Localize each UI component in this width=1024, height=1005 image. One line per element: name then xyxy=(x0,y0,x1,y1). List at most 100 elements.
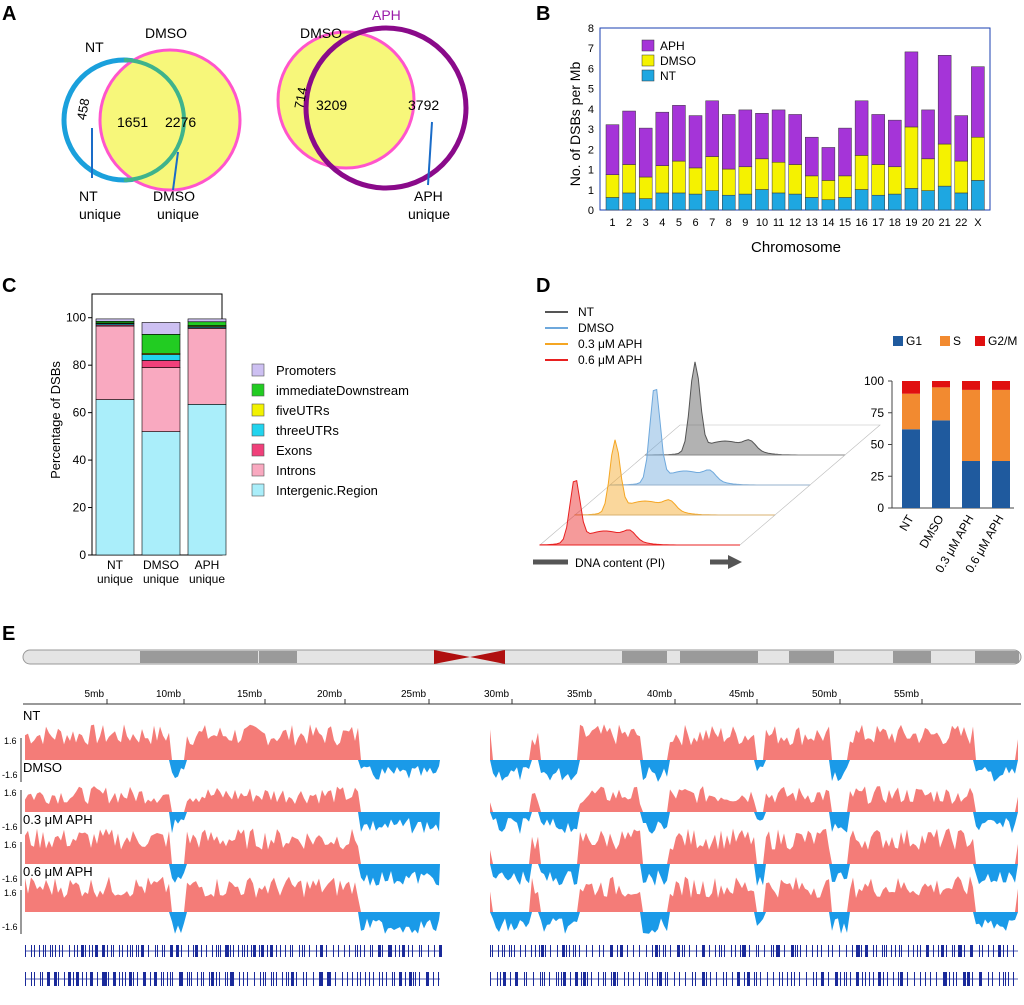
chart-e-gene-feature xyxy=(747,972,750,986)
chart-e-gene-feature xyxy=(800,945,801,957)
chart-e-gene-feature xyxy=(434,945,435,957)
chart-e-gene-feature xyxy=(771,945,772,957)
chart-d-bar-legend-label: G1 xyxy=(906,334,922,348)
chart-e-gene-feature xyxy=(954,945,955,957)
chart-e-gene-feature xyxy=(54,972,57,986)
chart-e-gene-feature xyxy=(34,945,35,957)
chart-b-bar-aph xyxy=(805,136,819,177)
chart-e-gene-feature xyxy=(544,972,545,986)
chart-e-gene-feature xyxy=(399,945,400,957)
chart-e-gene-feature xyxy=(259,945,260,957)
venn2-aph-unique-label-2: unique xyxy=(408,206,450,222)
chart-b-bar-aph xyxy=(788,114,802,165)
chart-e-gene-feature xyxy=(498,945,499,957)
chart-e-gene-feature xyxy=(655,945,658,957)
chart-e-gene-feature xyxy=(299,945,300,957)
chart-e-gene-feature xyxy=(276,972,277,986)
chart-e-gene-feature xyxy=(920,945,921,957)
chart-e-gene-feature xyxy=(999,972,1000,986)
chart-e-gene-feature xyxy=(162,945,163,957)
chart-e-gene-feature xyxy=(428,945,429,957)
chart-e-gene-feature xyxy=(806,945,807,957)
chart-e-gene-feature xyxy=(869,972,870,986)
chart-d-histogram-legend-label: 0.3 μM APH xyxy=(578,337,642,351)
chart-e-scale-top: 1.6 xyxy=(4,736,17,746)
chart-b-bar-aph xyxy=(738,109,753,168)
chart-e-gene-feature xyxy=(573,945,574,957)
chart-e-gene-feature xyxy=(611,972,612,986)
chart-e-gene-feature xyxy=(364,945,365,957)
chart-e-gene-feature xyxy=(1003,945,1004,957)
chart-e-gene-feature xyxy=(386,972,387,986)
chart-d-bar-segment xyxy=(902,381,920,394)
chart-d-bar-y-tick-label: 25 xyxy=(871,469,885,483)
chart-e-gene-feature xyxy=(391,945,392,957)
chart-b-bar-nt xyxy=(755,189,769,211)
chart-e-gene-feature xyxy=(102,945,105,957)
chart-e-gene-feature xyxy=(76,972,79,986)
chart-e-gene-feature xyxy=(745,945,746,957)
chart-b-bar-dmso xyxy=(755,158,769,190)
chart-e-gene-feature xyxy=(1005,972,1006,986)
chart-e-gene-feature xyxy=(510,972,511,986)
chart-e-gene-feature xyxy=(913,945,914,957)
chart-e-gene-feature xyxy=(689,945,690,957)
chart-e-gene-feature xyxy=(338,945,339,957)
chart-e-gene-feature xyxy=(652,972,653,986)
chart-e-gene-feature xyxy=(758,945,759,957)
chart-b-bar-aph xyxy=(821,147,836,181)
venn1-nt-unique-label: NT xyxy=(79,188,98,204)
chart-e-gene-feature xyxy=(347,972,348,986)
chart-e-gene-feature xyxy=(102,972,105,986)
chart-c-x-tick-label: unique xyxy=(143,572,179,586)
chart-e-gene-feature xyxy=(773,945,774,957)
venn1-dmso-label: DMSO xyxy=(145,25,187,41)
chart-e-gene-feature xyxy=(419,972,420,986)
chart-e-gene-feature xyxy=(873,972,874,986)
panel-label-a: A xyxy=(2,3,16,25)
chart-e-gene-feature xyxy=(265,972,266,986)
chart-e-gene-feature xyxy=(839,945,840,957)
chart-e-gene-feature xyxy=(887,972,888,986)
venn1-nt-only-count: 458 xyxy=(74,97,93,121)
chart-e-gene-feature xyxy=(840,972,841,986)
chart-e-gene-feature xyxy=(219,972,220,986)
chart-d-bar-legend-label: G2/M xyxy=(988,334,1017,348)
chart-e-gene-feature xyxy=(901,945,902,957)
chart-d-bar-segment xyxy=(902,393,920,430)
chart-b-bar-nt xyxy=(738,193,753,211)
chart-e-gene-feature xyxy=(876,945,877,957)
chart-e-gene-feature xyxy=(509,945,510,957)
chart-b-bar-aph xyxy=(921,109,935,160)
chart-b-y-tick-label: 3 xyxy=(588,124,594,136)
chart-d-dna-arrow-head xyxy=(728,555,742,569)
chart-e-gene-feature xyxy=(917,945,918,957)
chart-e-gene-feature xyxy=(55,945,56,957)
chart-e-gene-feature xyxy=(68,972,71,986)
chart-e-gene-feature xyxy=(988,972,989,986)
chart-b-x-tick-label: 17 xyxy=(872,217,884,229)
chart-e-gene-feature xyxy=(191,972,192,986)
chart-e-signal-positive xyxy=(25,828,440,864)
chart-c-legend-label: immediateDownstream xyxy=(276,383,409,398)
chart-e-gene-feature xyxy=(702,945,705,957)
chart-e-gene-feature xyxy=(719,945,720,957)
chart-e-gene-feature xyxy=(394,972,395,986)
chart-e-scale-bottom: -1.6 xyxy=(2,822,18,832)
chart-e-gene-feature xyxy=(34,972,35,986)
chart-e-gene-feature xyxy=(696,945,697,957)
chart-e-gene-feature xyxy=(106,972,107,986)
chart-e-gene-feature xyxy=(270,945,273,957)
chart-b-legend-swatch-aph xyxy=(641,39,655,52)
chart-e-gene-feature xyxy=(122,945,123,957)
chart-e-gene-feature xyxy=(161,972,162,986)
chart-e-gene-feature xyxy=(943,945,944,957)
chart-e-gene-feature xyxy=(920,972,921,986)
chart-e-gene-feature xyxy=(665,945,666,957)
chart-e-gene-feature xyxy=(136,945,137,957)
chart-e-gene-feature xyxy=(492,945,493,957)
chart-b-bar-dmso xyxy=(937,143,952,187)
chart-e-gene-feature xyxy=(715,945,716,957)
chart-e-gene-feature xyxy=(64,972,65,986)
chart-e-gene-feature xyxy=(844,972,845,986)
